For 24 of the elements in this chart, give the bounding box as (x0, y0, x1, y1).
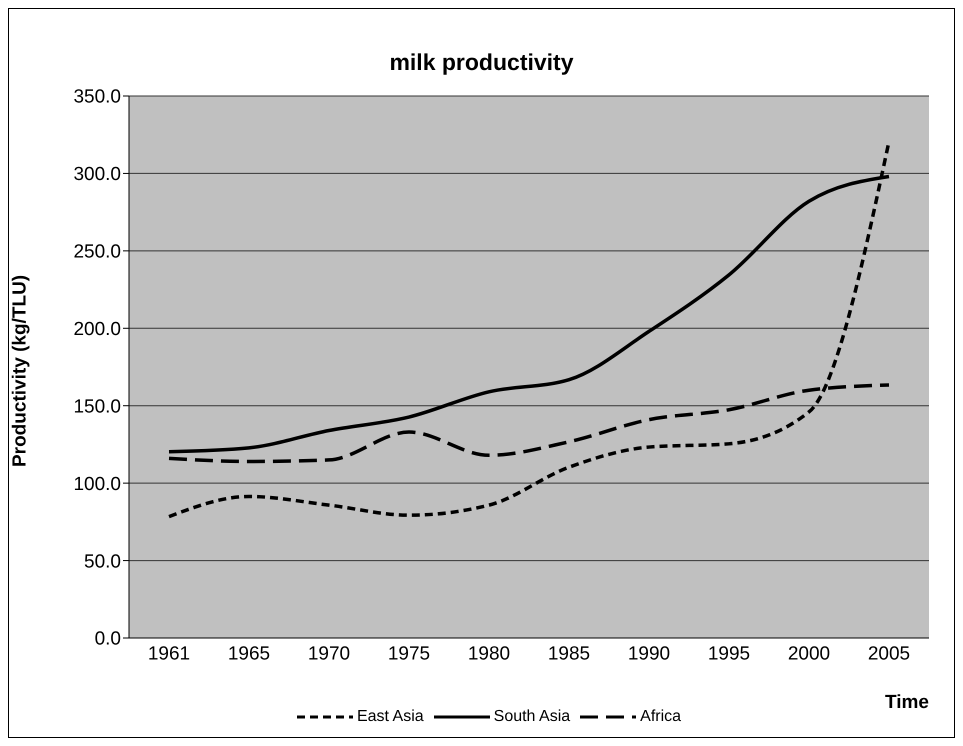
y-tick-label: 350.0 (73, 86, 121, 108)
y-tick-label: 100.0 (73, 474, 121, 495)
x-tick-label: 1990 (628, 643, 670, 664)
y-tick-label: 50.0 (84, 551, 121, 572)
x-tick-label: 1975 (388, 643, 430, 664)
y-tick-label: 250.0 (73, 242, 121, 263)
y-tick-label: 300.0 (73, 164, 121, 186)
x-axis-title: Time (884, 692, 929, 713)
legend-label: East Asia (356, 708, 424, 726)
x-tick-label: 1995 (708, 643, 750, 664)
x-tick-label: 2000 (788, 643, 830, 664)
y-axis-title: Productivity (kg/TLU) (10, 274, 31, 467)
x-tick-label: 1965 (228, 643, 270, 664)
y-tick-label: 0.0 (94, 628, 121, 650)
legend-label: Africa (639, 708, 682, 726)
legend-label: South Asia (492, 708, 570, 726)
x-tick-label: 1980 (468, 643, 510, 664)
y-tick-label: 200.0 (73, 319, 121, 340)
x-tick-label: 1970 (308, 643, 350, 664)
x-tick-label: 2005 (868, 643, 910, 664)
x-tick-label: 1985 (548, 643, 590, 664)
y-tick-label: 150.0 (73, 396, 121, 418)
chart-title: milk productivity (388, 49, 575, 76)
x-tick-label: 1961 (148, 643, 190, 664)
